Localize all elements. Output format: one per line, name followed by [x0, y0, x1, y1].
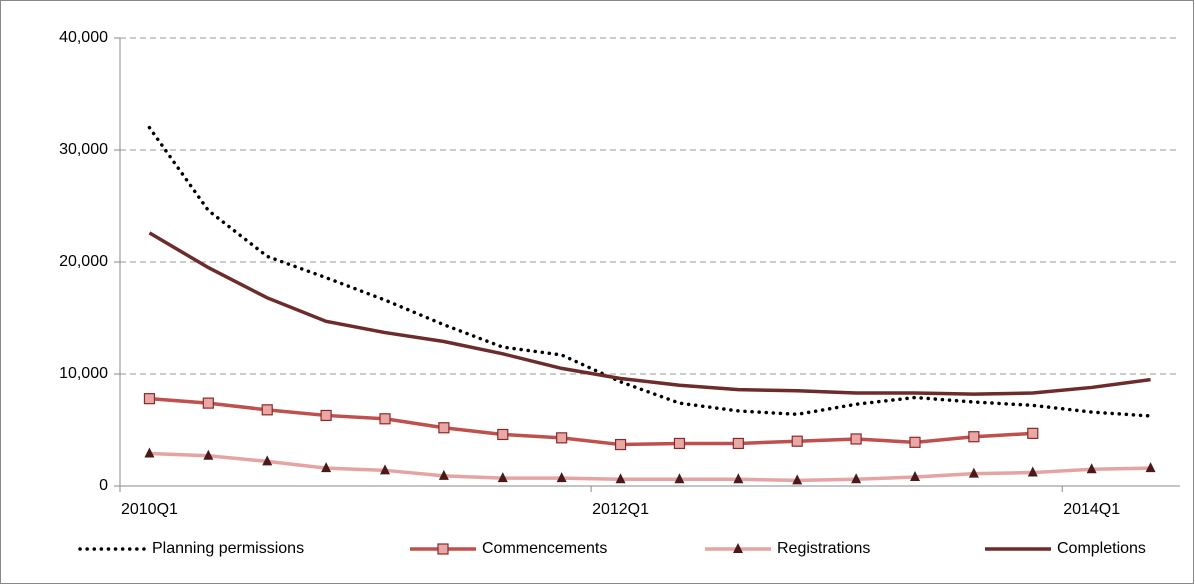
legend-label: Registrations: [777, 540, 870, 557]
marker: [733, 543, 743, 553]
x-tick-label: 2014Q1: [1063, 501, 1120, 518]
marker: [321, 462, 332, 473]
marker: [674, 473, 685, 484]
marker: [1145, 462, 1156, 473]
marker: [143, 393, 156, 405]
y-tick-label: 40,000: [59, 29, 108, 46]
series-line: [147, 125, 1153, 418]
series-line: [148, 231, 1151, 396]
marker: [910, 471, 920, 482]
marker: [556, 472, 567, 483]
legend-label: Commencements: [482, 540, 607, 557]
legend-label: Planning permissions: [152, 540, 304, 557]
marker: [1027, 466, 1038, 477]
marker: [437, 543, 449, 555]
y-tick-label: 10,000: [59, 365, 108, 382]
marker: [320, 409, 332, 422]
marker: [968, 467, 979, 478]
marker: [497, 472, 508, 483]
marker: [380, 464, 390, 475]
marker: [379, 413, 391, 425]
marker: [851, 473, 862, 484]
marker: [615, 473, 626, 484]
marker: [1027, 427, 1039, 439]
y-tick-label: 0: [99, 477, 108, 494]
marker: [144, 447, 155, 458]
marker: [673, 437, 686, 450]
series-line: [149, 451, 1151, 483]
marker: [909, 436, 921, 448]
marker: [733, 473, 744, 484]
marker: [732, 437, 744, 450]
series-line: [149, 396, 1033, 447]
marker: [262, 455, 273, 466]
marker: [202, 397, 214, 409]
marker: [261, 404, 273, 416]
marker: [792, 474, 803, 485]
y-tick-label: 20,000: [59, 253, 108, 270]
marker: [497, 428, 509, 441]
marker: [438, 422, 450, 434]
marker: [968, 431, 980, 443]
legend-label: Completions: [1057, 540, 1146, 557]
y-tick-label: 30,000: [59, 141, 108, 158]
marker: [203, 449, 214, 460]
x-tick-label: 2010Q1: [121, 501, 178, 518]
marker: [791, 435, 803, 447]
marker: [556, 432, 568, 444]
marker: [850, 433, 862, 445]
x-tick-label: 2012Q1: [592, 501, 649, 518]
marker: [438, 469, 449, 480]
marker: [614, 438, 627, 451]
marker: [1086, 463, 1097, 474]
